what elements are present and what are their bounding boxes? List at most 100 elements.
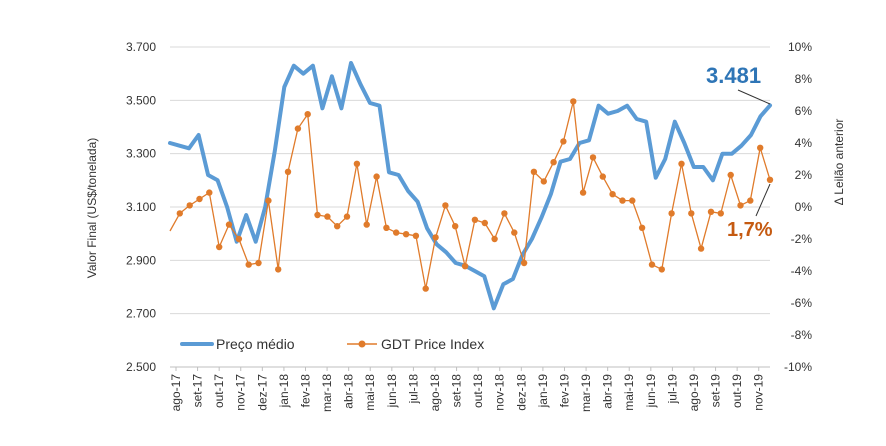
x-tick-label: nov-19 — [752, 374, 766, 411]
x-tick-label: nov-18 — [493, 374, 507, 411]
gdt-point — [560, 138, 566, 144]
x-tick-label: set-17 — [191, 374, 205, 408]
gdt-point — [432, 234, 438, 240]
gdt-point — [511, 229, 517, 235]
gdt-point — [491, 236, 497, 242]
gdt-point — [206, 189, 212, 195]
x-tick-label: jun-19 — [644, 374, 658, 409]
left-axis-ticks: 2.500 2.700 2.900 3.100 3.300 3.500 3.700 — [126, 40, 156, 374]
y-left-tick: 3.300 — [126, 147, 156, 161]
series-layer — [170, 63, 770, 308]
y-right-axis-label: Δ Leilão anterior — [832, 119, 846, 206]
x-tick-label: abr-18 — [342, 374, 356, 409]
y-right-tick: -2% — [791, 232, 813, 246]
gdt-point — [609, 191, 615, 197]
gdt-point — [275, 266, 281, 272]
right-axis-ticks: -10% -8% -6% -4% -2% 0% 2% 4% 6% 8% 10% — [784, 40, 812, 374]
gdt-point — [728, 172, 734, 178]
x-tick-label: out-17 — [212, 374, 226, 408]
gdt-point — [580, 189, 586, 195]
gdt-point — [668, 210, 674, 216]
gdt-point — [285, 169, 291, 175]
gdt-point — [737, 202, 743, 208]
gdt-point — [757, 145, 763, 151]
gdt-point — [482, 220, 488, 226]
gdt-point — [216, 244, 222, 250]
x-tick-label: jun-18 — [385, 374, 399, 409]
gdt-point — [708, 209, 714, 215]
gdt-point — [373, 173, 379, 179]
gdt-point — [423, 285, 429, 291]
x-tick-label: out-18 — [471, 374, 485, 408]
gdt-point — [295, 125, 301, 131]
series-line-preco-medio — [170, 63, 770, 308]
x-tick-label: ago-19 — [687, 374, 701, 412]
y-right-tick: -4% — [791, 264, 813, 278]
x-tick-label: out-19 — [730, 374, 744, 408]
x-tick-label: jan-19 — [536, 374, 550, 409]
gdt-point — [177, 210, 183, 216]
legend-label-preco: Preço médio — [216, 336, 295, 352]
y-right-tick: 6% — [795, 104, 813, 118]
y-left-tick: 2.500 — [126, 360, 156, 374]
gdt-point — [255, 260, 261, 266]
gdt-point — [501, 210, 507, 216]
y-left-tick: 2.900 — [126, 253, 156, 267]
gdt-point — [688, 210, 694, 216]
gdt-point — [196, 196, 202, 202]
annotation-gdt: 1,7% — [727, 184, 773, 241]
x-tick-label: abr-19 — [601, 374, 615, 409]
gdt-point — [619, 197, 625, 203]
gdt-point — [324, 213, 330, 219]
chart-svg: 2.5002.7002.9003.1003.3003.5003.700 -10%… — [0, 0, 886, 446]
gdt-point — [531, 169, 537, 175]
x-tick-label: mar-19 — [579, 374, 593, 412]
y-right-tick: -10% — [784, 360, 812, 374]
gdt-point — [344, 213, 350, 219]
y-right-tick: 0% — [795, 200, 813, 214]
gdt-point — [383, 225, 389, 231]
x-tick-label: fev-19 — [557, 374, 571, 408]
gdt-point — [521, 260, 527, 266]
x-tick-label: set-18 — [450, 374, 464, 408]
gdt-point — [678, 161, 684, 167]
x-tick-label: dez-17 — [255, 374, 269, 411]
x-tick-label: jul-18 — [406, 374, 420, 405]
gdt-point — [187, 202, 193, 208]
gdt-point — [590, 154, 596, 160]
gdt-point — [403, 231, 409, 237]
gdt-point — [718, 210, 724, 216]
gdt-point — [364, 221, 370, 227]
y-right-tick: 2% — [795, 168, 813, 182]
annotation-gdt-leader — [756, 184, 770, 216]
x-tick-label: dez-18 — [514, 374, 528, 411]
x-tick-label: jan-18 — [277, 374, 291, 409]
x-tick-label: mai-18 — [363, 374, 377, 411]
gdt-point — [550, 159, 556, 165]
gdt-point — [354, 161, 360, 167]
gdt-point — [226, 221, 232, 227]
legend-label-gdt: GDT Price Index — [381, 336, 484, 352]
gdt-point — [413, 233, 419, 239]
gdt-point — [246, 261, 252, 267]
gdt-point — [334, 223, 340, 229]
annotation-preco: 3.481 — [706, 63, 770, 104]
x-tick-label: mar-18 — [320, 374, 334, 412]
y-right-tick: 4% — [795, 136, 813, 150]
x-tick-label: jul-19 — [665, 374, 679, 405]
gdt-point — [639, 225, 645, 231]
y-left-tick: 3.700 — [126, 40, 156, 54]
y-left-tick: 3.100 — [126, 200, 156, 214]
gdt-point — [452, 223, 458, 229]
gdt-point — [747, 197, 753, 203]
gdt-point — [265, 197, 271, 203]
x-tick-label: ago-18 — [428, 374, 442, 412]
gdt-point — [305, 111, 311, 117]
legend-marker-gdt — [359, 341, 366, 348]
gdt-point — [314, 212, 320, 218]
gdt-point — [629, 197, 635, 203]
y-right-tick: -6% — [791, 296, 813, 310]
gdt-point — [442, 202, 448, 208]
gdt-point — [472, 217, 478, 223]
x-tick-label: fev-18 — [298, 374, 312, 408]
